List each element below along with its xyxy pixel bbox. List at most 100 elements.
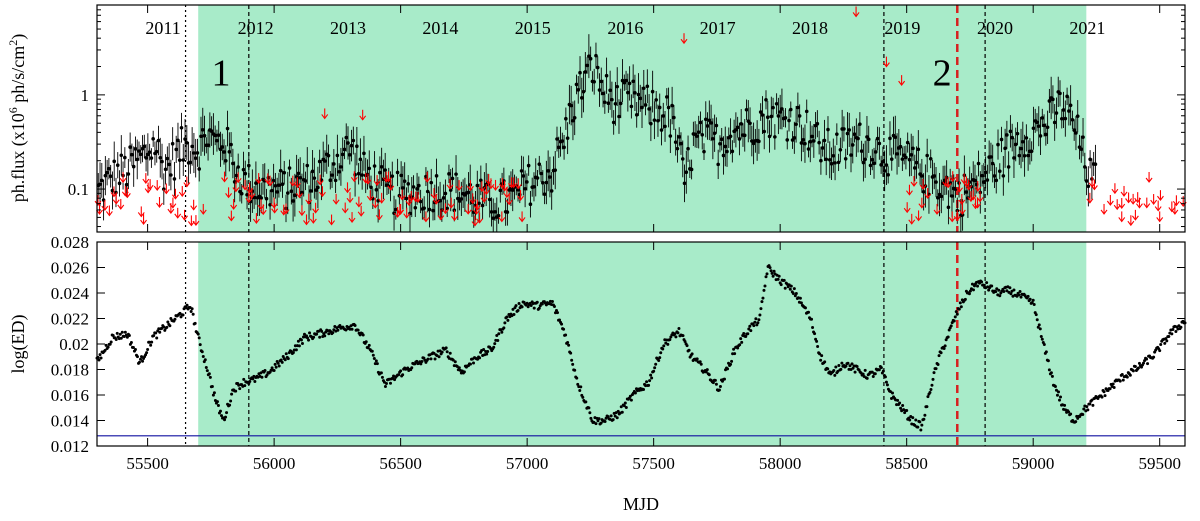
flux-point xyxy=(587,54,591,58)
flux-upper-limit-head xyxy=(451,215,458,222)
flux-upper-limit-head xyxy=(378,198,386,204)
flux-upper-limit-head xyxy=(146,184,154,191)
ed-point xyxy=(649,373,653,377)
ed-point xyxy=(296,339,300,343)
ed-point xyxy=(263,369,267,373)
flux-upper-limit-head xyxy=(112,199,120,205)
flux-point xyxy=(128,145,132,149)
ed-point xyxy=(740,340,744,344)
flux-upper-limit-head xyxy=(305,199,313,205)
ed-point xyxy=(776,277,780,281)
ed-point xyxy=(611,418,615,422)
flux-point xyxy=(874,150,878,154)
flux-point xyxy=(657,105,662,110)
flux-upper-limit-head xyxy=(303,220,310,226)
ed-point xyxy=(560,322,564,326)
flux-upper-limit-head xyxy=(680,38,688,45)
flux-point xyxy=(475,183,480,188)
flux-point xyxy=(886,173,891,177)
flux-point xyxy=(806,147,811,151)
ed-point xyxy=(661,347,665,351)
ed-point xyxy=(420,359,424,363)
flux-point xyxy=(528,202,533,207)
ed-point xyxy=(109,340,113,344)
flux-point xyxy=(273,183,278,188)
ed-point xyxy=(889,396,893,400)
flux-upper-limit-head xyxy=(364,179,372,185)
flux-upper-limit-head xyxy=(1120,191,1128,197)
flux-point xyxy=(417,183,421,188)
flux-point xyxy=(1084,179,1089,183)
ed-point xyxy=(653,366,657,370)
ed-point xyxy=(1179,325,1183,329)
ed-point xyxy=(526,305,530,309)
ed-point xyxy=(722,377,726,381)
ed-point xyxy=(1031,298,1035,302)
flux-point xyxy=(553,168,558,172)
ed-point xyxy=(815,339,819,343)
ed-point xyxy=(891,391,895,395)
flux-point xyxy=(787,118,791,123)
ed-point xyxy=(1017,293,1021,297)
ed-point xyxy=(1032,303,1036,307)
ed-point xyxy=(676,331,680,335)
ed-point xyxy=(323,334,327,338)
flux-point xyxy=(914,160,919,165)
flux-point xyxy=(351,138,356,143)
ed-point xyxy=(185,303,189,307)
ed-point xyxy=(135,355,139,359)
flux-upper-limit-head xyxy=(446,184,454,190)
ed-point xyxy=(120,330,124,334)
flux-point xyxy=(843,156,848,161)
ed-point xyxy=(1146,362,1150,366)
ed-point xyxy=(300,342,304,346)
flux-upper-limit-head xyxy=(321,114,329,120)
flux-point xyxy=(383,168,387,172)
flux-point xyxy=(516,188,520,192)
ed-point xyxy=(1164,337,1168,341)
ed-point xyxy=(291,351,295,355)
ed-point xyxy=(1028,297,1032,301)
ed-point xyxy=(839,367,843,371)
flux-point xyxy=(487,197,492,202)
ed-point xyxy=(1038,327,1042,331)
ed-point xyxy=(511,307,515,311)
flux-upper-limit-head xyxy=(174,213,182,219)
ed-xtick-label: 59000 xyxy=(1012,454,1055,473)
ed-point xyxy=(901,403,905,407)
ed-point xyxy=(1018,290,1022,294)
ed-point xyxy=(905,408,909,412)
flux-point xyxy=(992,174,997,178)
flux-point xyxy=(108,174,113,179)
flux-upper-limit-head xyxy=(1090,185,1098,191)
flux-point xyxy=(243,171,248,176)
flux-point xyxy=(725,149,729,154)
flux-upper-limit-head xyxy=(199,209,207,215)
flux-point xyxy=(721,153,726,158)
ed-point xyxy=(762,288,766,292)
flux-point xyxy=(689,167,694,172)
ed-point xyxy=(189,310,193,314)
ed-point xyxy=(320,329,324,333)
ed-point xyxy=(516,308,520,312)
flux-point xyxy=(564,116,568,121)
flux-point xyxy=(895,152,899,156)
ed-point xyxy=(566,341,570,345)
flux-upper-limit-head xyxy=(518,217,526,223)
flux-point xyxy=(181,158,186,162)
flux-upper-limit-head xyxy=(958,209,966,215)
ed-point xyxy=(645,380,649,384)
ed-point xyxy=(486,350,490,354)
flux-point xyxy=(810,134,814,139)
flux-upper-limit-head xyxy=(906,190,913,196)
flux-point xyxy=(135,157,140,162)
ed-point xyxy=(844,364,848,368)
ed-point xyxy=(717,388,721,392)
flux-upper-limit-head xyxy=(140,219,147,225)
flux-upper-limit-head xyxy=(101,205,109,212)
ed-point xyxy=(538,304,542,308)
flux-point xyxy=(989,155,993,159)
flux-ytick-label: 0.1 xyxy=(68,180,89,199)
flux-point xyxy=(907,157,912,162)
